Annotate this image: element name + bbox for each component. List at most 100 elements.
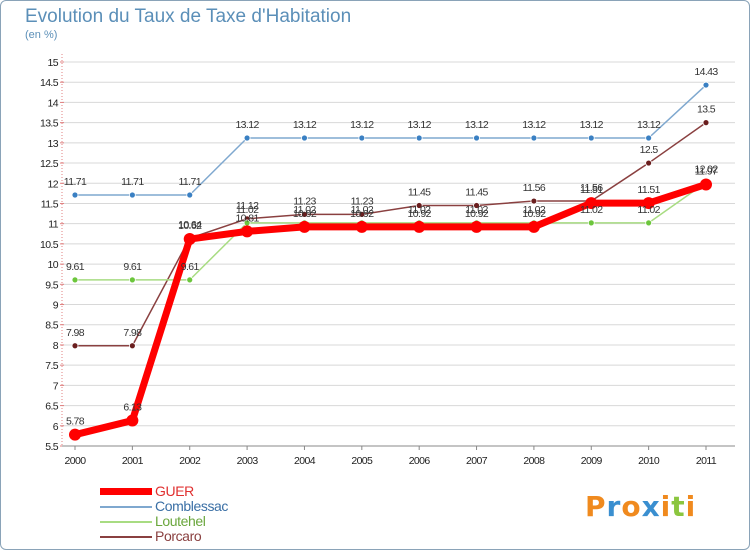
data-point [355, 220, 368, 233]
data-label: 10.92 [522, 208, 546, 220]
legend-label: Comblessac [155, 498, 229, 514]
x-tick-label: 2002 [179, 455, 201, 467]
data-label: 12.02 [694, 163, 718, 175]
data-label: 11.23 [293, 195, 316, 207]
y-tick-label: 14 [48, 97, 59, 109]
y-tick-label: 7 [53, 380, 59, 392]
chart-title: Evolution du Taux de Taxe d'Habitation [25, 6, 352, 27]
data-point [527, 220, 540, 233]
data-point [530, 197, 538, 205]
data-point [473, 134, 480, 142]
data-point [71, 191, 79, 199]
data-point [126, 414, 139, 427]
x-tick-label: 2005 [351, 455, 373, 467]
data-point [645, 159, 653, 167]
y-tick-label: 11.5 [41, 198, 59, 210]
proxiti-logo: Proxiti [585, 490, 696, 523]
data-point [642, 197, 655, 210]
data-label: 12.5 [640, 144, 659, 156]
data-label: 13.12 [408, 119, 432, 131]
logo-letter: i [685, 490, 697, 523]
legend-swatch [100, 488, 152, 495]
data-label: 5.78 [66, 416, 85, 428]
y-tick-label: 10 [48, 259, 59, 271]
data-label: 6.13 [123, 402, 142, 414]
data-point [470, 220, 483, 233]
chart-unit: (en %) [25, 29, 58, 41]
data-point [69, 428, 81, 441]
logo-letter: o [621, 490, 642, 523]
data-label: 11.45 [465, 186, 488, 198]
data-point [298, 220, 311, 233]
data-point [241, 225, 254, 238]
data-label: 11.02 [580, 204, 603, 216]
data-label: 11.51 [637, 184, 660, 196]
logo-letter: x [641, 490, 661, 523]
data-label: 11.02 [351, 204, 374, 216]
data-point [71, 276, 79, 284]
y-tick-label: 8 [53, 340, 59, 352]
legend-swatch [100, 505, 152, 508]
data-label: 7.98 [123, 327, 142, 339]
y-tick-label: 9 [53, 300, 59, 312]
logo-letter: r [606, 490, 622, 523]
data-label: 11.51 [580, 184, 603, 196]
x-tick-label: 2001 [122, 455, 144, 467]
data-label: 11.45 [408, 186, 431, 198]
x-tick-label: 2008 [523, 455, 545, 467]
data-label: 13.12 [522, 119, 546, 131]
data-label: 11.23 [351, 195, 374, 207]
data-label: 9.61 [66, 261, 85, 273]
series-line-porcaro [75, 122, 707, 347]
data-label: 11.56 [580, 182, 603, 194]
data-point [530, 134, 538, 142]
x-tick-label: 2011 [696, 455, 717, 467]
y-tick-label: 6.5 [45, 401, 59, 413]
data-point [71, 342, 79, 350]
y-tick-label: 11 [48, 219, 58, 231]
y-tick-label: 12.5 [40, 158, 59, 170]
data-point [415, 134, 423, 142]
x-tick-label: 2006 [409, 455, 431, 467]
legend-swatch [100, 520, 152, 523]
legend: GUER Comblessac Loutehel Porcaro [100, 483, 300, 544]
data-labels: 5.78 6.13 10.62 10.81 10.92 10.92 10.92 10.92 10… [64, 66, 719, 428]
data-label: 11.02 [465, 204, 488, 216]
x-tick-label: 2010 [638, 455, 660, 467]
data-label: 11.97 [695, 165, 718, 177]
data-point [186, 191, 194, 199]
legend-swatch [100, 535, 152, 538]
y-tick-label: 12 [48, 178, 59, 190]
legend-label: Porcaro [155, 528, 202, 544]
data-label: 11.02 [408, 204, 431, 216]
data-label: 10.62 [178, 220, 202, 232]
data-point [183, 233, 196, 246]
data-label: 9.61 [123, 261, 142, 273]
data-label: 10.81 [235, 212, 259, 224]
series-line-loutehel [75, 181, 707, 281]
y-tick-label: 9.5 [45, 279, 59, 291]
data-label: 13.5 [697, 104, 716, 116]
data-label: 7.98 [66, 327, 85, 339]
data-point [645, 134, 653, 142]
data-label: 13.12 [637, 119, 661, 131]
logo-letter: t [671, 490, 686, 523]
data-label: 10.92 [408, 208, 432, 220]
data-point [128, 276, 136, 284]
data-label: 13.12 [235, 119, 259, 131]
y-tick-label: 13 [48, 138, 59, 150]
data-label: 11.12 [236, 200, 259, 212]
axes: 5.5 6 6.5 7 7.5 8 8.5 9 9.5 10 10.5 11 11.5 12 12.5 13 1… [40, 54, 735, 467]
data-point [358, 134, 366, 142]
x-tick-label: 2009 [581, 455, 603, 467]
y-tick-label: 5.5 [45, 441, 59, 453]
legend-item-loutehel: Loutehel [100, 513, 300, 529]
data-point [415, 202, 423, 209]
legend-item-guer: GUER [100, 483, 300, 499]
y-tick-label: 8.5 [45, 320, 59, 332]
data-label: 10.92 [293, 208, 317, 220]
data-point [587, 134, 595, 142]
series-line-comblessac [75, 84, 707, 196]
data-point [587, 219, 595, 227]
